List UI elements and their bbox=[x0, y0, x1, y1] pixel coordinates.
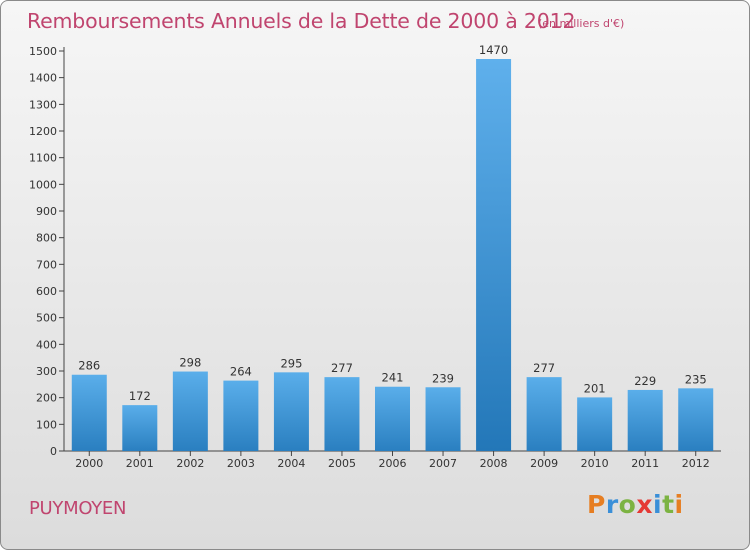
y-tick-label: 600 bbox=[36, 285, 57, 298]
data-label-2003: 264 bbox=[230, 365, 252, 379]
x-tick-label: 2010 bbox=[581, 457, 609, 470]
x-tick-label: 2012 bbox=[682, 457, 710, 470]
data-label-2007: 239 bbox=[432, 371, 454, 385]
place-name: PUYMOYEN bbox=[29, 498, 127, 519]
x-tick-label: 2011 bbox=[631, 457, 659, 470]
chart-subtitle: (en milliers d'€) bbox=[538, 17, 625, 30]
x-tick-label: 2002 bbox=[176, 457, 204, 470]
y-tick-label: 500 bbox=[36, 312, 57, 325]
data-label-2011: 229 bbox=[634, 374, 656, 388]
bar-2000 bbox=[71, 374, 107, 451]
bar-2009 bbox=[526, 377, 562, 451]
x-tick-label: 2008 bbox=[480, 457, 508, 470]
data-label-2012: 235 bbox=[685, 372, 707, 386]
data-label-2010: 201 bbox=[584, 381, 606, 395]
data-label-2000: 286 bbox=[78, 359, 100, 373]
data-label-2002: 298 bbox=[179, 356, 201, 370]
y-tick-label: 1400 bbox=[29, 72, 57, 85]
y-tick-label: 1500 bbox=[29, 45, 57, 58]
bar-2010 bbox=[577, 397, 613, 451]
data-label-2001: 172 bbox=[129, 389, 151, 403]
x-tick-label: 2003 bbox=[227, 457, 255, 470]
x-tick-label: 2000 bbox=[75, 457, 103, 470]
y-tick-label: 800 bbox=[36, 232, 57, 245]
logo-letter: x bbox=[636, 490, 653, 519]
bar-2007 bbox=[425, 387, 461, 451]
data-label-2004: 295 bbox=[280, 356, 302, 370]
bar-2002 bbox=[172, 371, 208, 451]
y-tick-label: 900 bbox=[36, 205, 57, 218]
bar-2008 bbox=[476, 59, 512, 451]
x-tick-label: 2004 bbox=[277, 457, 305, 470]
y-tick-label: 700 bbox=[36, 258, 57, 271]
bar-2003 bbox=[223, 380, 259, 451]
y-tick-label: 0 bbox=[50, 445, 57, 458]
x-tick-label: 2005 bbox=[328, 457, 356, 470]
bar-2006 bbox=[375, 386, 410, 451]
y-tick-label: 100 bbox=[36, 418, 57, 431]
logo-letter: P bbox=[587, 490, 606, 519]
bar-2005 bbox=[324, 377, 360, 451]
bars bbox=[71, 59, 714, 451]
y-tick-label: 300 bbox=[36, 365, 57, 378]
x-tick-label: 2006 bbox=[379, 457, 407, 470]
y-tick-label: 400 bbox=[36, 338, 57, 351]
y-tick-label: 1300 bbox=[29, 98, 57, 111]
logo-letter: t bbox=[662, 490, 675, 519]
chart-title: Remboursements Annuels de la Dette de 20… bbox=[27, 9, 576, 33]
bar-2012 bbox=[678, 388, 714, 451]
data-label-2005: 277 bbox=[331, 361, 353, 375]
bar-2004 bbox=[273, 372, 309, 451]
y-tick-label: 200 bbox=[36, 392, 57, 405]
bar-2001 bbox=[122, 405, 158, 451]
data-labels: 286 172 298 264 295 277 241 239 1470 277 201 229 235 bbox=[78, 43, 706, 403]
y-tick-label: 1100 bbox=[29, 152, 57, 165]
logo-letter: o bbox=[618, 490, 637, 519]
x-tick-label: 2007 bbox=[429, 457, 457, 470]
data-label-2006: 241 bbox=[382, 371, 404, 385]
y-tick-label: 1000 bbox=[29, 178, 57, 191]
logo-letter: i bbox=[653, 490, 663, 519]
y-tick-label: 1200 bbox=[29, 125, 57, 138]
axes: 0 100 200 300 400 500 600 700 800 900 1000 1100 1200… bbox=[29, 45, 721, 470]
logo-letter: r bbox=[605, 490, 619, 519]
data-label-2009: 277 bbox=[533, 361, 555, 375]
data-label-2008: 1470 bbox=[479, 43, 508, 57]
logo-letter: i bbox=[674, 490, 684, 519]
x-tick-label: 2009 bbox=[530, 457, 558, 470]
bar-2011 bbox=[627, 389, 663, 451]
proxiti-logo: Proxiti bbox=[587, 490, 684, 519]
x-tick-label: 2001 bbox=[126, 457, 154, 470]
